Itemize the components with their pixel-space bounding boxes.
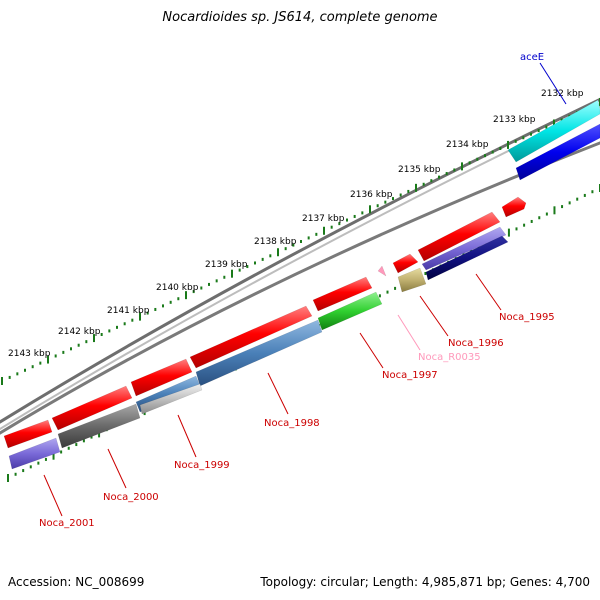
gene-red-small-feature[interactable] [392,253,419,274]
gene-label[interactable]: Noca_1996 [448,338,504,349]
gene-Noca_1996-feature[interactable] [397,267,427,293]
gene-label-leader [177,414,197,458]
gene-Noca_1995-feature[interactable] [425,235,509,281]
gene-label[interactable]: Noca_1999 [174,460,230,471]
gene-label-leader [539,62,567,105]
kbp-label: 2132 kbp [541,89,584,99]
gene-label-leader [43,474,63,517]
kbp-label: 2142 kbp [58,327,101,337]
gene-red-feature[interactable] [51,385,133,431]
kbp-label: 2134 kbp [446,140,489,150]
gene-red-feature[interactable] [3,419,53,449]
gene-label[interactable]: Noca_2000 [103,492,159,503]
genome-backbone [0,141,600,435]
gene-Noca_1999-feature[interactable] [139,383,203,415]
gene-label-leader [397,314,421,351]
map-title: Nocardioides sp. JS614, complete genome [162,10,438,25]
gene-Noca_1995-feature[interactable] [417,211,501,262]
gene-label-leader [107,448,127,489]
kbp-label: 2133 kbp [493,115,536,125]
kbp-label: 2140 kbp [156,283,199,293]
gene-Noca_1995-feature[interactable] [421,226,507,271]
gene-label-leader [359,332,384,369]
gene-Noca_1997-red-feature[interactable] [312,276,373,312]
label-layer: aceE Noca_1995 Noca_1996 Noca_R0035 Noca_199… [39,52,567,529]
gene-label[interactable]: Noca_1998 [264,418,320,429]
kbp-label: 2139 kbp [205,260,248,270]
feature-layer [3,99,600,470]
kbp-label: 2135 kbp [398,165,441,175]
gene-Noca_1998-red-feature[interactable] [189,305,313,369]
gene-Noca_2001-feature[interactable] [8,437,61,470]
gene-Noca_R0035-feature[interactable] [377,265,387,277]
gene-label-leader [419,295,449,337]
gene-label[interactable]: Noca_1995 [499,312,555,323]
genome-stats-text: Topology: circular; Length: 4,985,871 bp… [260,575,590,589]
gene-red-feature[interactable] [130,358,193,397]
gene-arrow-feature[interactable] [501,196,527,218]
accession-text: Accession: NC_008699 [8,575,145,589]
gene-label-leader [475,273,502,311]
kbp-label: 2141 kbp [107,306,150,316]
gene-label[interactable]: Noca_2001 [39,518,95,529]
kbp-label: 2137 kbp [302,214,345,224]
kbp-label: 2136 kbp [350,190,393,200]
gene-Noca_2000-feature[interactable] [57,403,141,449]
gene-label-leader [267,372,289,415]
gene-label[interactable]: aceE [520,52,544,63]
gene-blue-feature[interactable] [515,123,600,181]
gene-Noca_1997-feature[interactable] [317,291,383,331]
gene-label[interactable]: Noca_1997 [382,370,438,381]
gene-label[interactable]: Noca_R0035 [418,352,481,363]
kbp-label: 2143 kbp [8,349,51,359]
gene-Noca_1998-feature[interactable] [195,319,323,387]
gene-aceE-feature[interactable] [507,99,600,163]
kbp-label: 2138 kbp [254,237,297,247]
